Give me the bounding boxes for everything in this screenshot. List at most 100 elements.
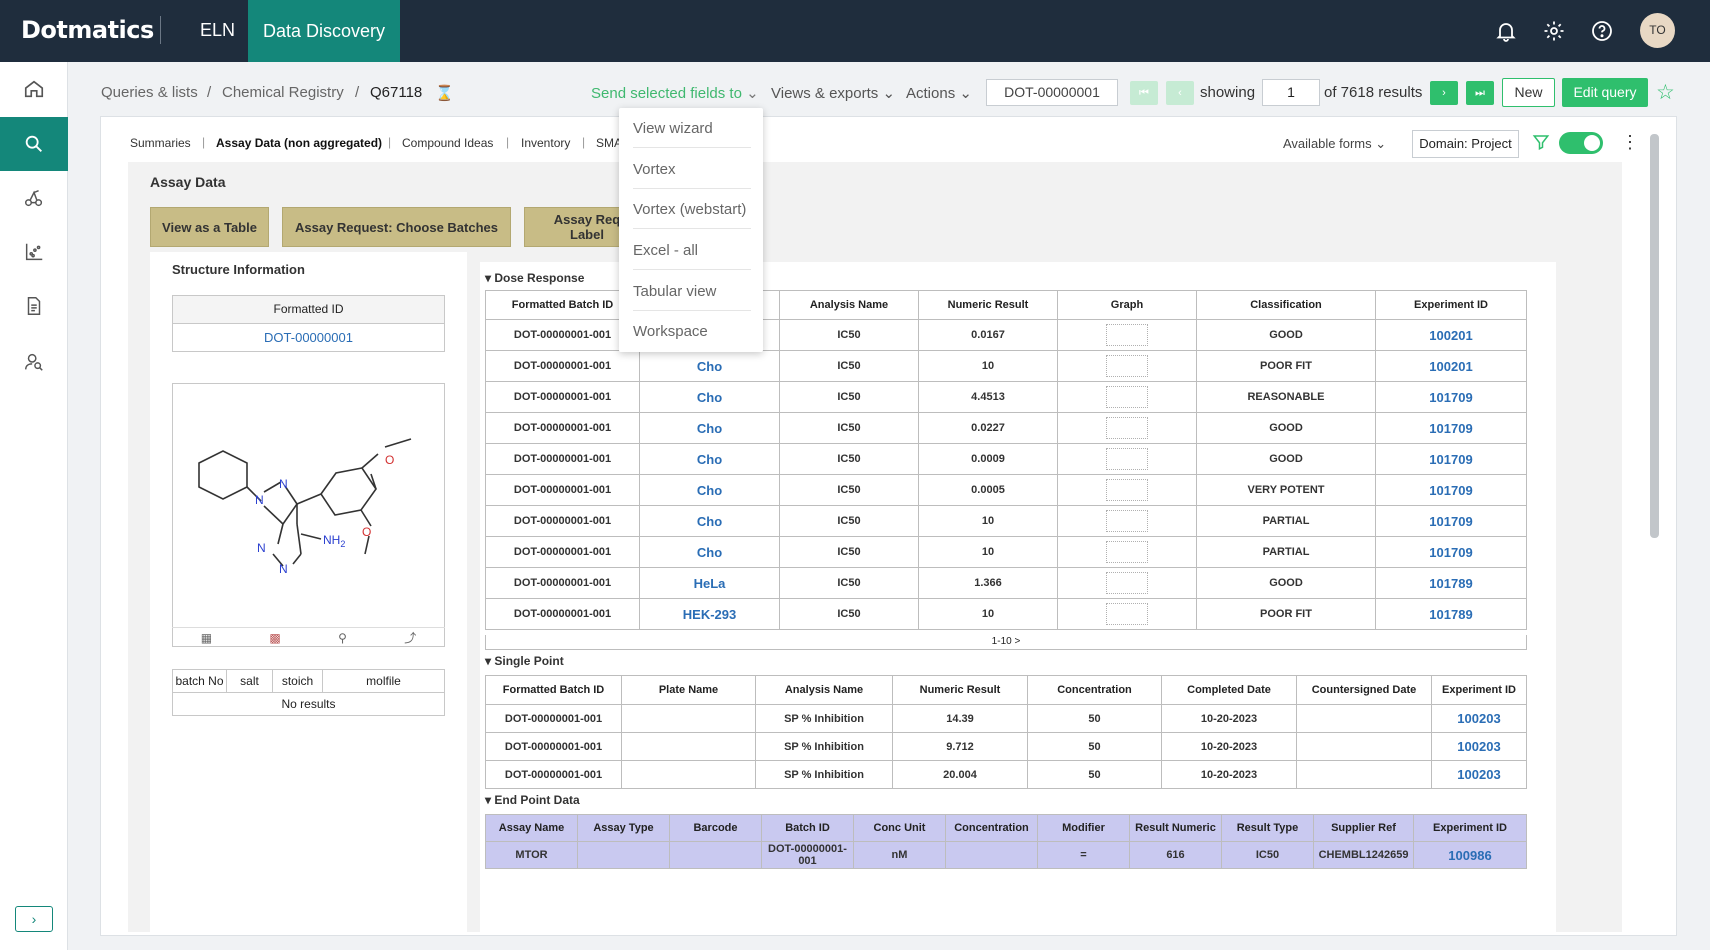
- grid-icon[interactable]: ▩: [269, 630, 281, 645]
- experiment-id-link[interactable]: 101709: [1375, 381, 1527, 413]
- column-header[interactable]: Assay Name: [485, 814, 578, 842]
- experiment-id-link[interactable]: 101709: [1375, 474, 1527, 506]
- column-header[interactable]: Classification: [1196, 290, 1376, 320]
- tab-summaries[interactable]: Summaries: [130, 136, 191, 150]
- graph-thumbnail[interactable]: [1106, 541, 1148, 563]
- column-header[interactable]: Numeric Result: [892, 675, 1028, 705]
- choose-batches-button[interactable]: Assay Request: Choose Batches: [282, 207, 511, 247]
- column-header[interactable]: Formatted Batch ID: [485, 675, 622, 705]
- experiment-id-link[interactable]: 101709: [1375, 505, 1527, 537]
- graph-thumbnail[interactable]: [1106, 355, 1148, 377]
- tab-compound-ideas[interactable]: Compound Ideas: [402, 136, 494, 150]
- experiment-id-link[interactable]: 101709: [1375, 443, 1527, 475]
- chart-icon[interactable]: [0, 225, 68, 279]
- column-header[interactable]: Modifier: [1037, 814, 1130, 842]
- molecule-icon[interactable]: [0, 171, 68, 225]
- experiment-id-link[interactable]: 101709: [1375, 536, 1527, 568]
- scrollbar[interactable]: [1650, 134, 1659, 538]
- column-header[interactable]: Result Numeric: [1129, 814, 1222, 842]
- graph-thumbnail[interactable]: [1106, 479, 1148, 501]
- graph-cell[interactable]: [1057, 536, 1197, 568]
- column-header[interactable]: Experiment ID: [1375, 290, 1527, 320]
- tab-sma[interactable]: SMA: [596, 136, 623, 150]
- end-point-section[interactable]: ▾ End Point Data: [485, 793, 580, 807]
- graph-thumbnail[interactable]: [1106, 510, 1148, 532]
- graph-thumbnail[interactable]: [1106, 386, 1148, 408]
- menu-item-vortex[interactable]: Vortex: [633, 161, 751, 189]
- menu-item-tabular-view[interactable]: Tabular view: [633, 283, 751, 311]
- graph-cell[interactable]: [1057, 598, 1197, 630]
- home-icon[interactable]: [0, 62, 68, 116]
- column-header[interactable]: Conc Unit: [853, 814, 946, 842]
- cell-line-link[interactable]: Cho: [639, 505, 780, 537]
- actions-menu[interactable]: Actions ⌄: [906, 84, 972, 102]
- cell-line-link[interactable]: Cho: [639, 350, 780, 382]
- domain-select[interactable]: Domain: Project: [1412, 130, 1519, 158]
- column-header[interactable]: Concentration: [1027, 675, 1162, 705]
- cell-line-link[interactable]: Cho: [639, 536, 780, 568]
- more-options-icon[interactable]: ⋮: [1621, 132, 1639, 152]
- experiment-id-link[interactable]: 101709: [1375, 412, 1527, 444]
- experiment-id-link[interactable]: 101789: [1375, 567, 1527, 599]
- graph-cell[interactable]: [1057, 505, 1197, 537]
- last-page-button[interactable]: ⏭: [1466, 81, 1494, 105]
- filter-icon[interactable]: [1532, 133, 1550, 156]
- experiment-id-link[interactable]: 100201: [1375, 350, 1527, 382]
- tab-inventory[interactable]: Inventory: [521, 136, 571, 150]
- column-header[interactable]: Formatted Batch ID: [485, 290, 640, 320]
- cell-line-link[interactable]: HEK-293: [639, 598, 780, 630]
- graph-cell[interactable]: [1057, 319, 1197, 351]
- graph-cell[interactable]: [1057, 443, 1197, 475]
- dose-response-section[interactable]: ▾ Dose Response: [485, 271, 585, 285]
- graph-thumbnail[interactable]: [1106, 572, 1148, 594]
- experiment-id-link[interactable]: 100986: [1413, 841, 1527, 869]
- column-header[interactable]: Plate Name: [621, 675, 756, 705]
- prev-page-button[interactable]: ‹: [1166, 81, 1194, 105]
- column-header[interactable]: Result Type: [1221, 814, 1314, 842]
- graph-cell[interactable]: [1057, 412, 1197, 444]
- star-icon[interactable]: ☆: [1656, 81, 1675, 104]
- dose-pager[interactable]: 1-10 >: [485, 635, 1527, 650]
- cell-line-link[interactable]: Cho: [639, 443, 780, 475]
- new-button[interactable]: New: [1502, 78, 1555, 107]
- zoom-icon[interactable]: ⚲: [338, 630, 347, 645]
- breadcrumb-queries[interactable]: Queries & lists: [101, 84, 198, 101]
- graph-thumbnail[interactable]: [1106, 417, 1148, 439]
- column-header[interactable]: Numeric Result: [918, 290, 1058, 320]
- column-header[interactable]: Experiment ID: [1413, 814, 1527, 842]
- cell-line-link[interactable]: HeLa: [639, 567, 780, 599]
- page-number-input[interactable]: 1: [1262, 79, 1320, 106]
- cell-line-link[interactable]: Cho: [639, 412, 780, 444]
- views-exports-menu[interactable]: Views & exports ⌄: [771, 84, 895, 102]
- column-header[interactable]: Assay Type: [577, 814, 670, 842]
- edit-query-button[interactable]: Edit query: [1562, 78, 1648, 107]
- filter-toggle[interactable]: [1559, 132, 1603, 154]
- dotmatics-logo[interactable]: Dotmatics: [21, 16, 154, 44]
- column-header[interactable]: Concentration: [945, 814, 1038, 842]
- user-search-icon[interactable]: [0, 335, 68, 389]
- bell-icon[interactable]: [1494, 19, 1518, 43]
- available-forms-menu[interactable]: Available forms ⌄: [1283, 136, 1386, 152]
- user-avatar[interactable]: TO: [1640, 13, 1675, 48]
- column-header[interactable]: Graph: [1057, 290, 1197, 320]
- column-header[interactable]: Completed Date: [1161, 675, 1297, 705]
- column-header[interactable]: Barcode: [669, 814, 762, 842]
- gear-icon[interactable]: [1542, 19, 1566, 43]
- next-page-button[interactable]: ›: [1430, 81, 1458, 105]
- column-header[interactable]: Analysis Name: [755, 675, 893, 705]
- experiment-id-link[interactable]: 101789: [1375, 598, 1527, 630]
- share-icon[interactable]: ⤴: [404, 631, 417, 645]
- experiment-id-link[interactable]: 100203: [1431, 732, 1527, 761]
- nav-data-discovery[interactable]: Data Discovery: [248, 0, 400, 62]
- graph-thumbnail[interactable]: [1106, 448, 1148, 470]
- first-page-button[interactable]: ⏮: [1130, 81, 1158, 105]
- graph-cell[interactable]: [1057, 567, 1197, 599]
- experiment-id-link[interactable]: 100203: [1431, 704, 1527, 733]
- table-icon[interactable]: ▦: [200, 630, 213, 645]
- single-point-section[interactable]: ▾ Single Point: [485, 654, 564, 668]
- help-icon[interactable]: [1590, 19, 1614, 43]
- column-header[interactable]: Batch ID: [761, 814, 854, 842]
- assay-request-label-button[interactable]: Assay Req Label: [524, 207, 622, 247]
- tab-assay-data[interactable]: Assay Data (non aggregated): [216, 136, 383, 150]
- menu-item-workspace[interactable]: Workspace: [633, 323, 708, 340]
